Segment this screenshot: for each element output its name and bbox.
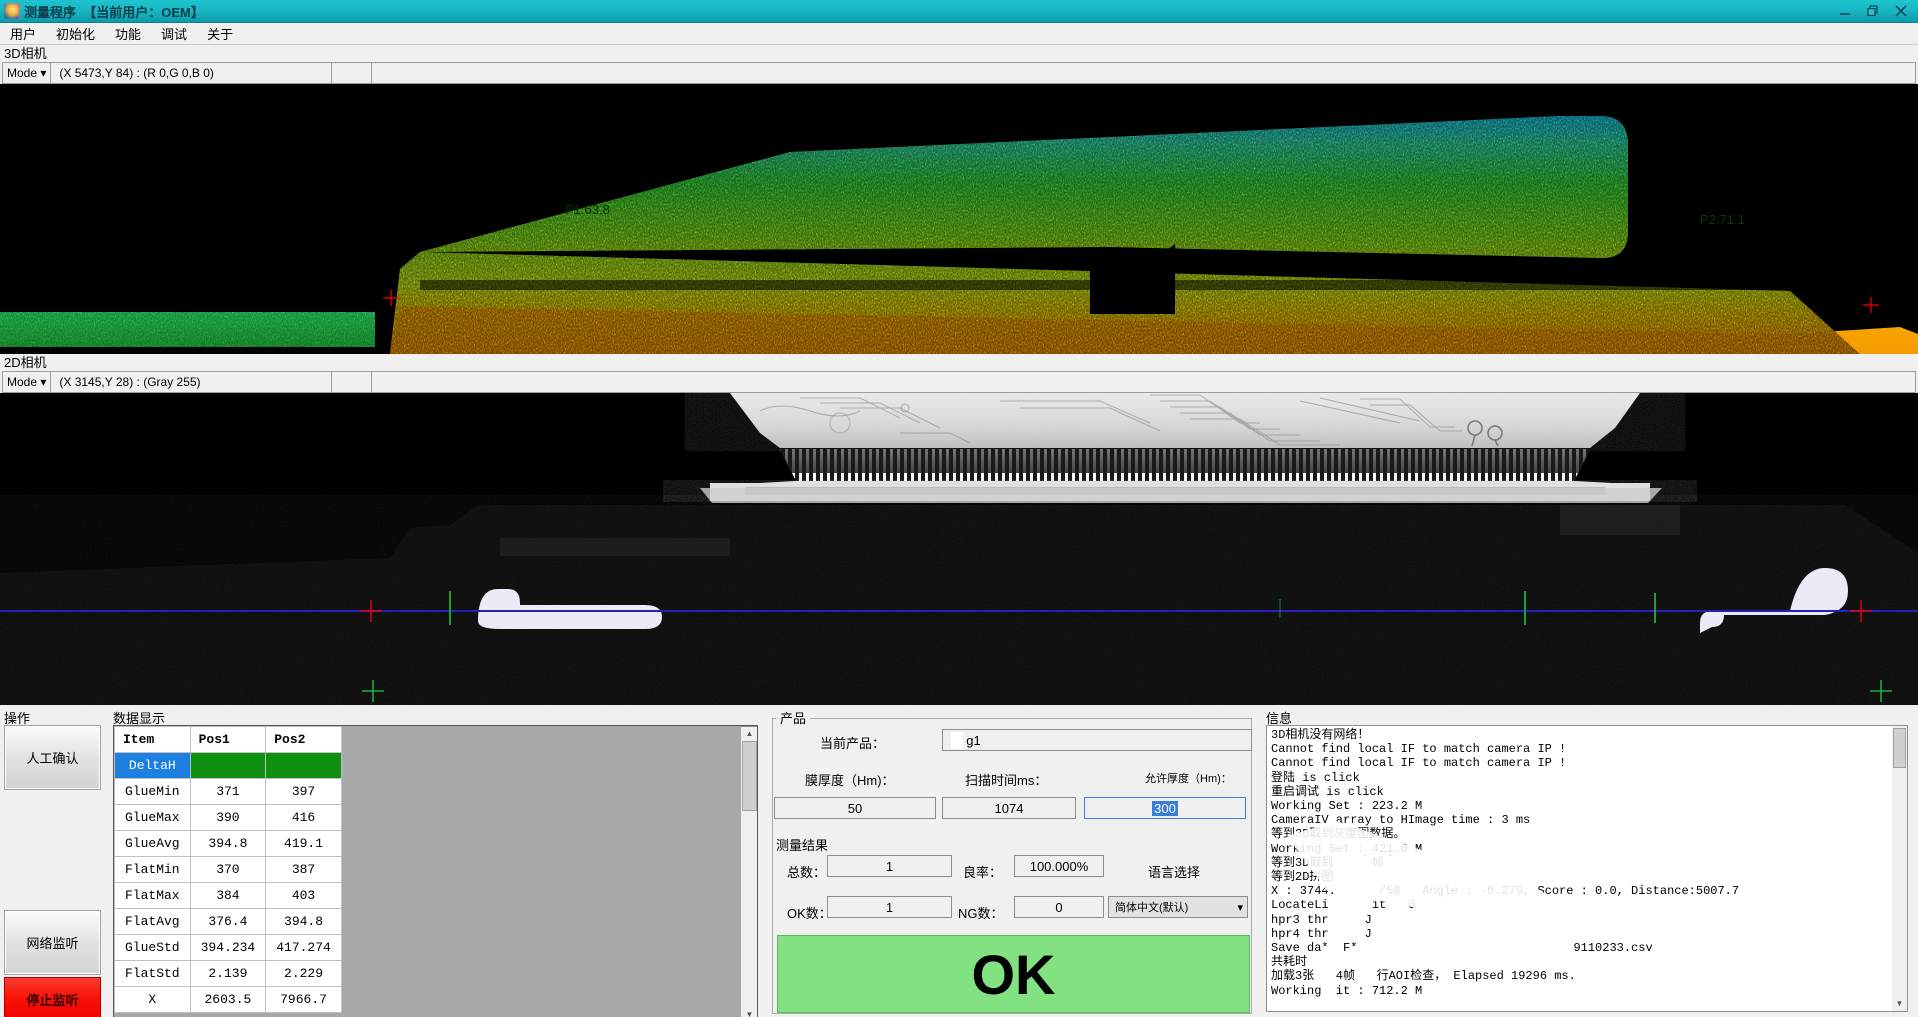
svg-text:P2:71.1: P2:71.1 xyxy=(1700,212,1745,227)
svg-text:P1:63.8: P1:63.8 xyxy=(565,202,610,217)
